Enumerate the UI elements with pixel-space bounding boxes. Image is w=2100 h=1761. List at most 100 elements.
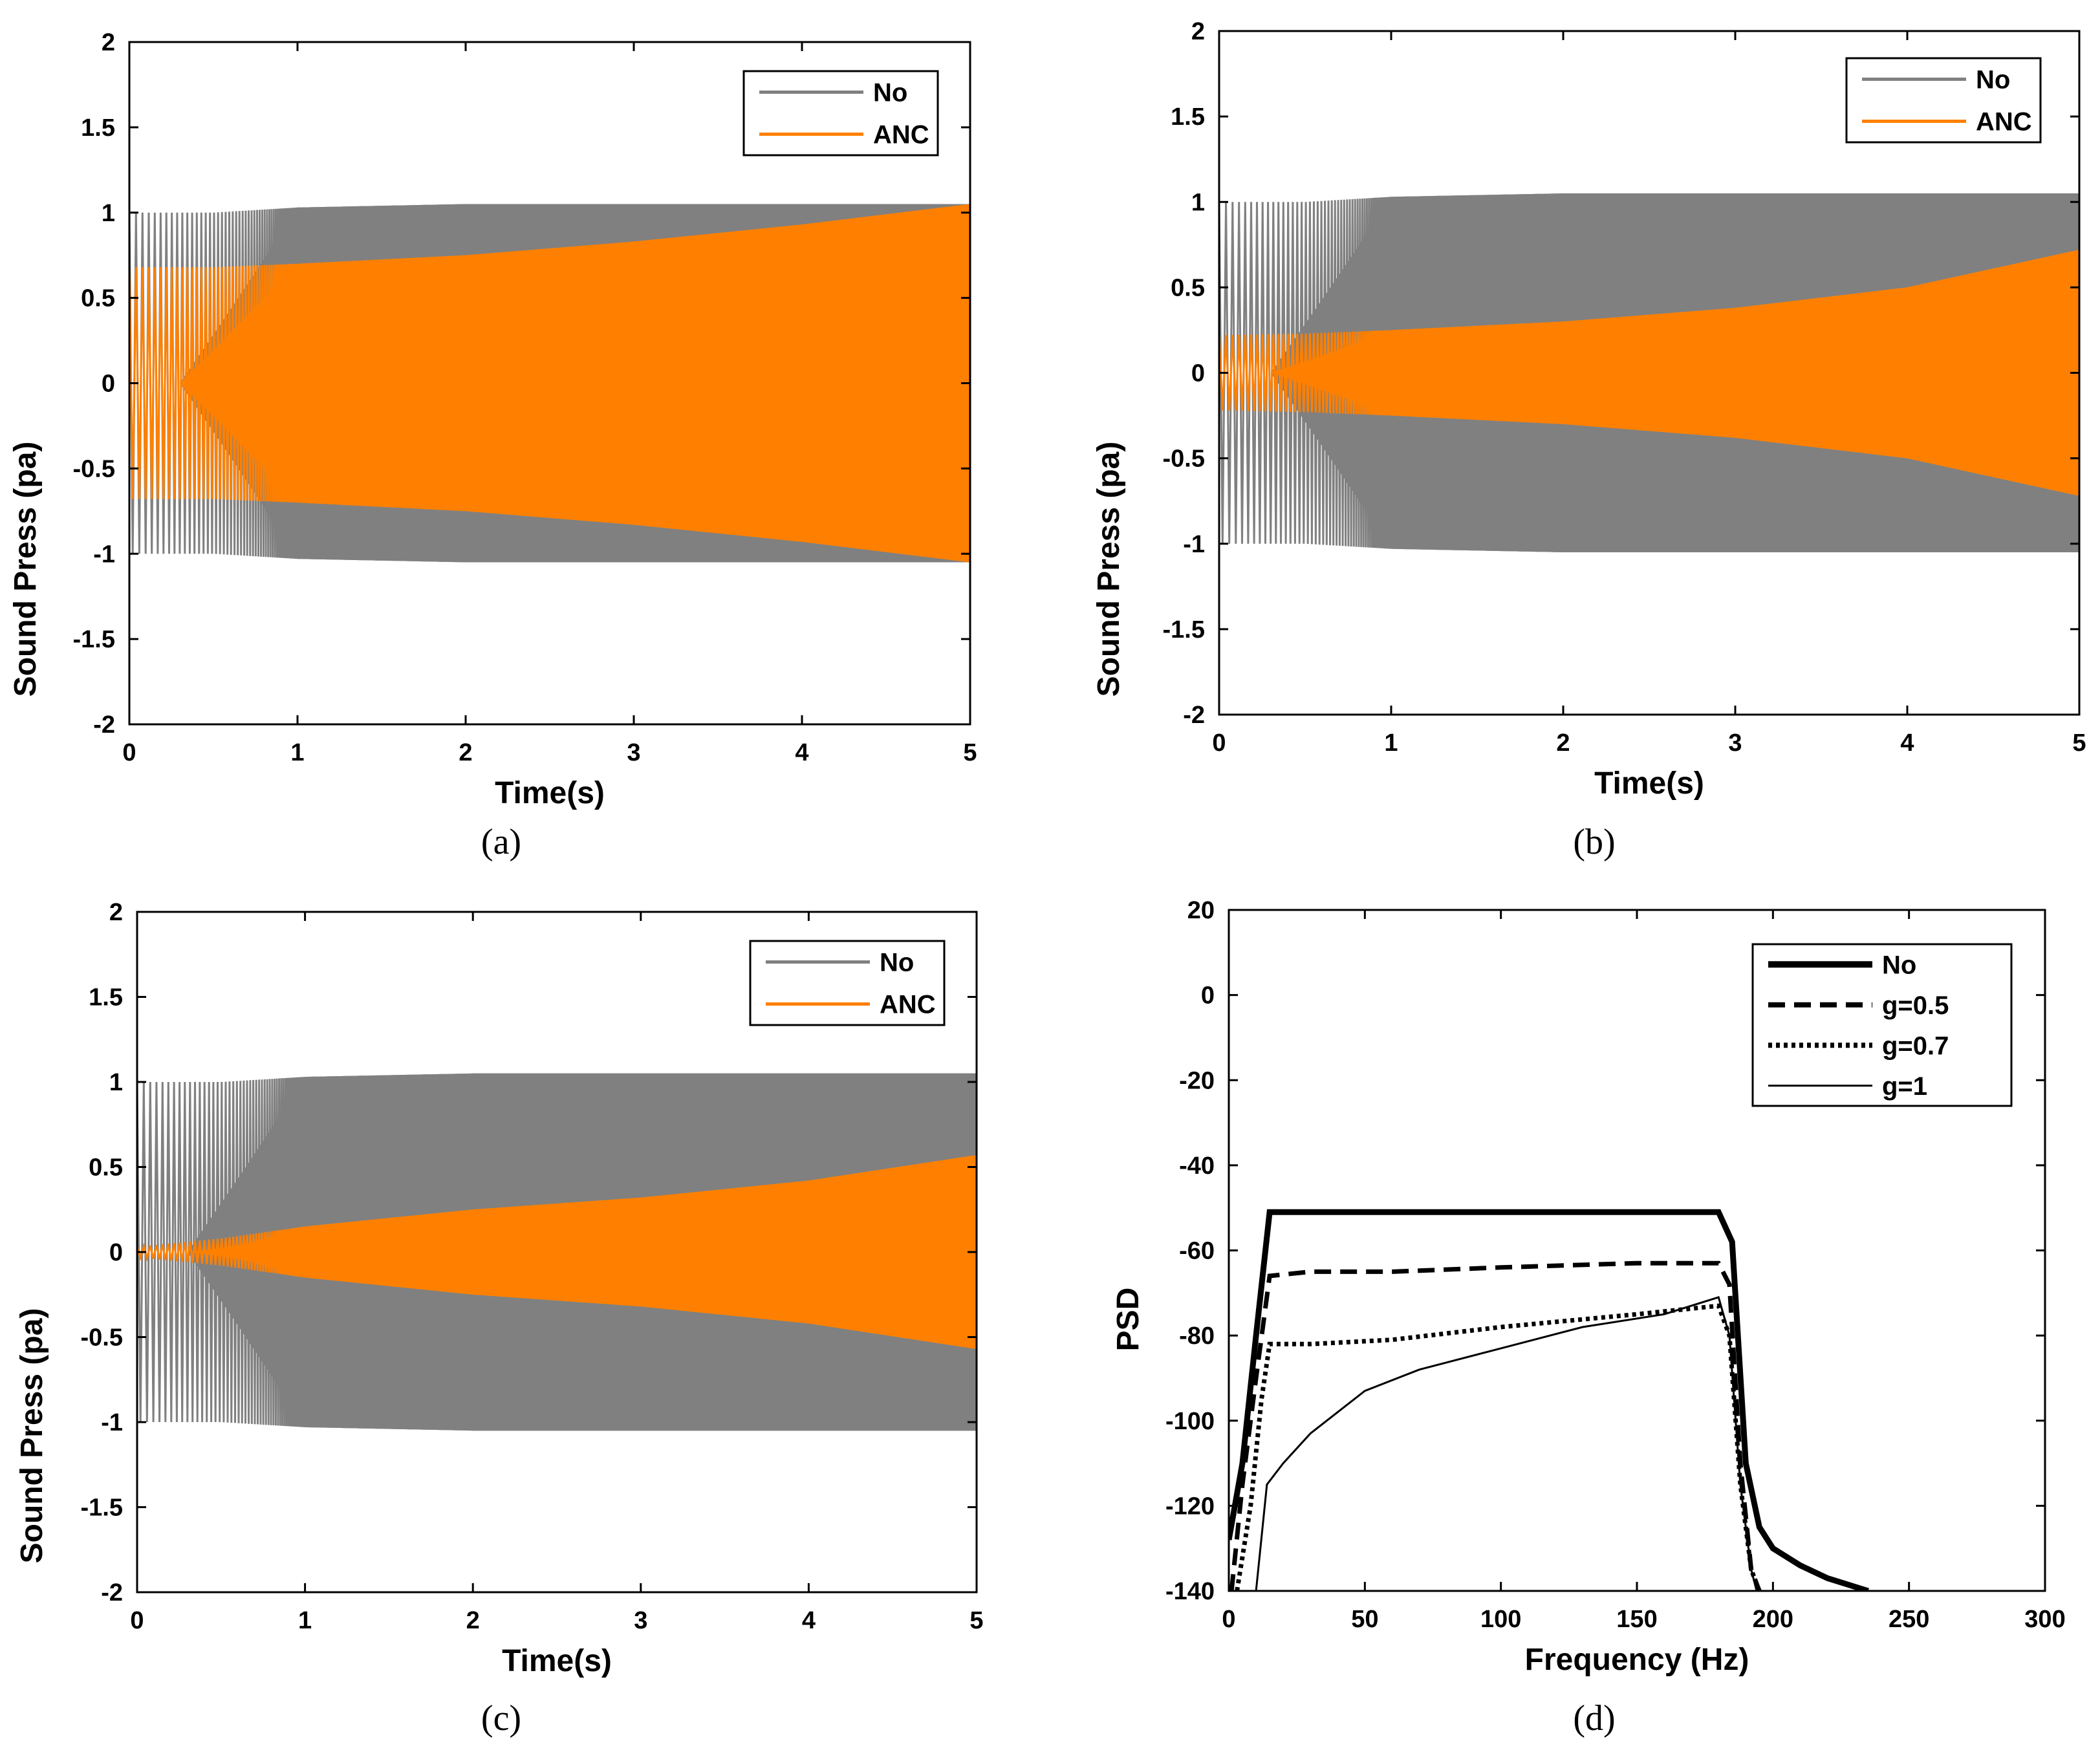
legend: No ANC — [749, 940, 946, 1026]
y-tick-label: -140 — [1165, 1578, 1215, 1605]
series-g-0-5-line — [1229, 1260, 1762, 1591]
y-tick-label: 0 — [1191, 360, 1205, 387]
legend-box — [1845, 57, 2042, 144]
legend-label: g=0.7 — [1882, 1032, 1949, 1060]
x-axis-label: Time(s) — [502, 1644, 612, 1678]
x-tick-label: 150 — [1616, 1606, 1657, 1633]
y-tick-label: 1 — [102, 200, 115, 227]
x-tick-label: 5 — [969, 1607, 983, 1634]
x-tick-label: 3 — [1728, 729, 1742, 757]
x-tick-label: 50 — [1351, 1606, 1378, 1633]
x-tick-label: 4 — [802, 1607, 816, 1634]
x-tick-label: 0 — [122, 739, 136, 766]
plot-area — [137, 1073, 977, 1431]
y-tick-label: 0.5 — [1171, 274, 1205, 301]
series-anc-band — [137, 1155, 977, 1349]
panel-a: 0 1 2 3 4 5 -2 -1.5 -1 -0.5 0 0.5 1 1.5 2 Time(s) Sound … — [8, 29, 977, 862]
y-tick-label: -2 — [93, 711, 115, 739]
y-tick-label: 2 — [1191, 18, 1205, 45]
series-g-1-line — [1255, 1296, 1758, 1591]
y-tick-label: -2 — [1183, 702, 1205, 729]
y-tick-label: -0.5 — [73, 455, 115, 482]
x-axis-label: Frequency (Hz) — [1525, 1643, 1749, 1677]
x-axis-label: Time(s) — [1594, 766, 1704, 801]
panel-d: 0 50 100 150 200 250 300-140-120-100-80-60-40-… — [1111, 897, 2066, 1738]
y-tick-label: 1.5 — [81, 114, 115, 142]
y-tick-label: 20 — [1187, 897, 1215, 924]
y-tick-label: 1 — [1191, 189, 1205, 216]
legend-box — [742, 70, 939, 157]
y-tick-label: -1.5 — [1163, 616, 1205, 643]
y-tick-label: 1.5 — [89, 984, 123, 1011]
x-tick-label: 1 — [1384, 729, 1398, 757]
y-tick-label: -20 — [1179, 1067, 1215, 1094]
y-axis-label: Sound Press (pa) — [1092, 442, 1126, 697]
legend: No ANC — [742, 70, 939, 157]
legend: No g=0.5 g=0.7 g=1 — [1751, 943, 2013, 1107]
y-tick-label: -1 — [101, 1409, 123, 1436]
y-tick-label: -2 — [101, 1579, 123, 1606]
panel-caption: (c) — [481, 1698, 521, 1738]
y-tick-label: 0 — [1201, 982, 1215, 1010]
x-tick-label: 4 — [795, 739, 808, 766]
y-tick-label: -1 — [93, 541, 115, 568]
y-axis-label: Sound Press (pa) — [15, 1308, 49, 1564]
y-tick-label: 2 — [102, 29, 115, 56]
legend-label: No — [880, 949, 914, 977]
y-tick-label: 0.5 — [81, 285, 115, 312]
plot-area — [1219, 193, 2079, 553]
series-no-line — [1229, 1209, 1869, 1591]
y-tick-label: -120 — [1165, 1493, 1215, 1520]
y-tick-label: 1 — [109, 1069, 123, 1096]
legend: No ANC — [1845, 57, 2042, 144]
series-g-0-7-line — [1235, 1303, 1762, 1591]
x-tick-label: 1 — [290, 739, 304, 766]
x-tick-label: 2 — [466, 1607, 480, 1634]
legend-label: No — [1882, 951, 1916, 979]
y-tick-label: -60 — [1179, 1238, 1215, 1265]
y-tick-label: 1.5 — [1171, 103, 1205, 131]
x-tick-label: 100 — [1480, 1606, 1521, 1633]
legend-label: ANC — [880, 991, 936, 1019]
y-tick-label: -40 — [1179, 1152, 1215, 1180]
y-tick-label: -100 — [1165, 1408, 1215, 1435]
panel-b: 0 1 2 3 4 5 -2 -1.5 -1 -0.5 0 0.5 1 1.5 2 Time(s) Sound … — [1092, 18, 2086, 862]
x-tick-label: 0 — [1222, 1606, 1235, 1633]
series-anc-band — [129, 204, 970, 563]
x-tick-label: 3 — [634, 1607, 647, 1634]
y-tick-label: -1.5 — [81, 1495, 123, 1522]
x-tick-label: 4 — [1900, 729, 1914, 757]
panel-caption: (d) — [1573, 1698, 1615, 1738]
y-tick-label: -80 — [1179, 1323, 1215, 1350]
y-axis-label: PSD — [1111, 1288, 1145, 1352]
legend-label: No — [1976, 66, 2010, 94]
panel-c: 0 1 2 3 4 5 -2 -1.5 -1 -0.5 0 0.5 1 1.5 2 Time(s) Sound … — [15, 899, 984, 1738]
legend-label: No — [873, 79, 907, 107]
x-tick-label: 0 — [1212, 729, 1226, 757]
y-tick-label: -1.5 — [73, 626, 115, 653]
panel-caption: (b) — [1573, 822, 1615, 862]
x-tick-label: 2 — [1556, 729, 1570, 757]
x-tick-label: 1 — [298, 1607, 312, 1634]
y-tick-label: 2 — [109, 899, 123, 926]
plot-area — [1229, 1209, 1869, 1591]
legend-box — [749, 940, 946, 1026]
x-axis-label: Time(s) — [495, 776, 605, 810]
series-anc-band — [1219, 250, 2079, 496]
plot-area — [129, 204, 970, 563]
x-tick-label: 5 — [2072, 729, 2086, 757]
x-tick-label: 3 — [627, 739, 640, 766]
x-tick-label: 5 — [963, 739, 977, 766]
y-tick-label: -0.5 — [81, 1324, 123, 1352]
x-tick-label: 200 — [1753, 1606, 1793, 1633]
y-tick-label: -1 — [1183, 531, 1205, 558]
legend-label: g=1 — [1882, 1072, 1927, 1101]
y-tick-label: 0 — [102, 371, 115, 398]
panel-caption: (a) — [481, 822, 521, 862]
x-tick-label: 250 — [1889, 1606, 1929, 1633]
x-tick-label: 2 — [459, 739, 472, 766]
legend-box — [1751, 943, 2013, 1107]
legend-label: g=0.5 — [1882, 991, 1949, 1020]
x-tick-label: 300 — [2024, 1606, 2065, 1633]
